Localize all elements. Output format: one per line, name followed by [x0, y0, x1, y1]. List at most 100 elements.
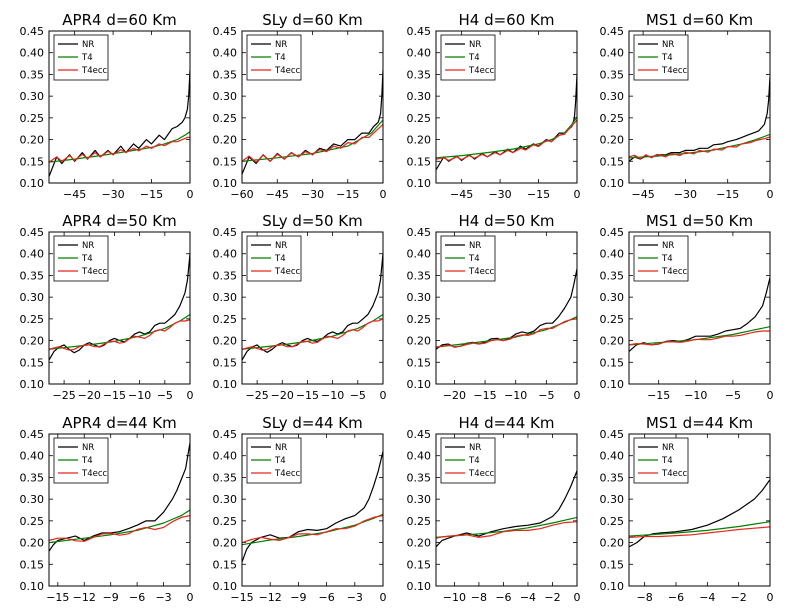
y-tick-label: 0.30: [600, 291, 625, 304]
y-tick-label: 0.20: [20, 335, 45, 348]
legend: NR T4 T4ecc: [246, 437, 302, 484]
series-line-t4: [49, 509, 190, 544]
x-tick-label: −2: [731, 591, 747, 604]
x-tick-label: −20: [78, 389, 101, 402]
y-tick-label: 0.40: [407, 47, 432, 60]
y-tick-label: 0.20: [20, 537, 45, 550]
y-tick-label: 0.20: [407, 134, 432, 147]
axes-frame: [628, 433, 771, 587]
axes-frame: [241, 231, 384, 385]
subplot-2: H4 d=60 Km 0.10 0.15 0.20 0.25 0.30 0.35 0.40 0.…: [407, 11, 581, 201]
series-line-t4ecc: [242, 123, 383, 163]
subplot-title: APR4 d=60 Km: [62, 11, 176, 29]
y-tick-label: 0.20: [600, 335, 625, 348]
axes-frame: [435, 433, 578, 587]
y-tick-label: 0.30: [20, 291, 45, 304]
x-tick-label: −4: [699, 591, 715, 604]
legend-label: T4ecc: [274, 66, 301, 76]
legend-label: NR: [662, 40, 674, 50]
y-tick-label: 0.20: [213, 537, 238, 550]
y-tick-label: 0.10: [213, 177, 238, 190]
subplot-title: MS1 d=44 Km: [646, 414, 753, 432]
legend: NR T4 T4ecc: [440, 437, 496, 484]
legend-label: T4ecc: [661, 66, 688, 76]
axes-frame: [48, 30, 191, 184]
subplot-title: SLy d=50 Km: [262, 212, 363, 230]
y-tick-label: 0.20: [600, 134, 625, 147]
y-tick-label: 0.15: [407, 155, 432, 168]
legend: NR T4 T4ecc: [633, 437, 689, 484]
x-tick-label: −10: [443, 591, 466, 604]
x-tick-label: −8: [637, 591, 653, 604]
x-tick-label: −30: [488, 188, 511, 201]
y-tick-label: 0.20: [407, 537, 432, 550]
subplot-7: MS1 d=50 Km 0.10 0.15 0.20 0.25 0.30 0.35 0.40 0…: [600, 212, 774, 402]
y-tick-label: 0.15: [600, 356, 625, 369]
series-line-nr: [629, 277, 770, 352]
y-tick-label: 0.40: [407, 450, 432, 463]
x-tick-label: −5: [350, 389, 366, 402]
y-tick-label: 0.40: [600, 450, 625, 463]
y-tick-label: 0.30: [20, 90, 45, 103]
series-line-t4: [49, 131, 190, 163]
y-tick-label: 0.15: [600, 155, 625, 168]
x-tick-label: −12: [73, 591, 96, 604]
legend-label: T4ecc: [274, 469, 301, 479]
y-tick-label: 0.20: [213, 134, 238, 147]
y-tick-label: 0.10: [213, 378, 238, 391]
y-tick-label: 0.10: [20, 580, 45, 593]
legend-label: T4ecc: [274, 267, 301, 277]
subplot-title: SLy d=44 Km: [262, 414, 363, 432]
x-tick-label: −45: [450, 188, 473, 201]
y-tick-label: 0.30: [407, 291, 432, 304]
y-tick-label: 0.40: [20, 450, 45, 463]
series-line-t4ecc: [49, 515, 190, 542]
y-tick-label: 0.45: [213, 428, 238, 441]
legend-label: T4ecc: [661, 267, 688, 277]
subplot-title: MS1 d=50 Km: [646, 212, 753, 230]
x-tick-label: −8: [471, 591, 487, 604]
x-tick-label: −30: [101, 188, 124, 201]
x-tick-label: −30: [301, 188, 324, 201]
y-tick-label: 0.40: [20, 47, 45, 60]
y-tick-label: 0.30: [600, 90, 625, 103]
y-tick-label: 0.10: [600, 378, 625, 391]
y-tick-label: 0.20: [20, 134, 45, 147]
x-tick-label: −15: [46, 591, 69, 604]
series-line-t4ecc: [436, 119, 577, 161]
legend-label: NR: [662, 443, 674, 453]
y-tick-label: 0.45: [600, 25, 625, 38]
y-tick-label: 0.40: [600, 47, 625, 60]
subplot-10: H4 d=44 Km 0.10 0.15 0.20 0.25 0.30 0.35 0.40 0.…: [407, 414, 581, 604]
x-tick-label: 0: [380, 188, 387, 201]
y-tick-label: 0.35: [20, 68, 45, 81]
legend-label: NR: [275, 443, 287, 453]
y-tick-label: 0.45: [20, 25, 45, 38]
series-line-t4ecc: [242, 515, 383, 544]
x-tick-label: −15: [230, 591, 253, 604]
x-tick-label: 0: [187, 389, 194, 402]
axes-frame: [48, 231, 191, 385]
subplot-title: APR4 d=50 Km: [62, 212, 176, 230]
x-tick-label: −20: [443, 389, 466, 402]
axes-frame: [435, 231, 578, 385]
y-tick-label: 0.35: [600, 471, 625, 484]
x-tick-label: −3: [347, 591, 363, 604]
x-tick-label: −10: [504, 389, 527, 402]
subplot-title: H4 d=50 Km: [459, 212, 555, 230]
x-tick-label: −15: [140, 188, 163, 201]
y-tick-label: 0.25: [213, 313, 238, 326]
legend-label: T4ecc: [468, 66, 495, 76]
subplot-3: MS1 d=60 Km 0.10 0.15 0.20 0.25 0.30 0.35 0.40 0…: [600, 11, 774, 201]
subplot-title: APR4 d=44 Km: [62, 414, 176, 432]
x-tick-label: −10: [321, 389, 344, 402]
axes-frame: [628, 30, 771, 184]
subplot-title: MS1 d=60 Km: [646, 11, 753, 29]
legend: NR T4 T4ecc: [440, 235, 496, 282]
y-tick-label: 0.20: [213, 335, 238, 348]
y-tick-label: 0.10: [213, 580, 238, 593]
axes-frame: [241, 433, 384, 587]
legend-label: T4ecc: [661, 469, 688, 479]
y-tick-label: 0.35: [407, 269, 432, 282]
